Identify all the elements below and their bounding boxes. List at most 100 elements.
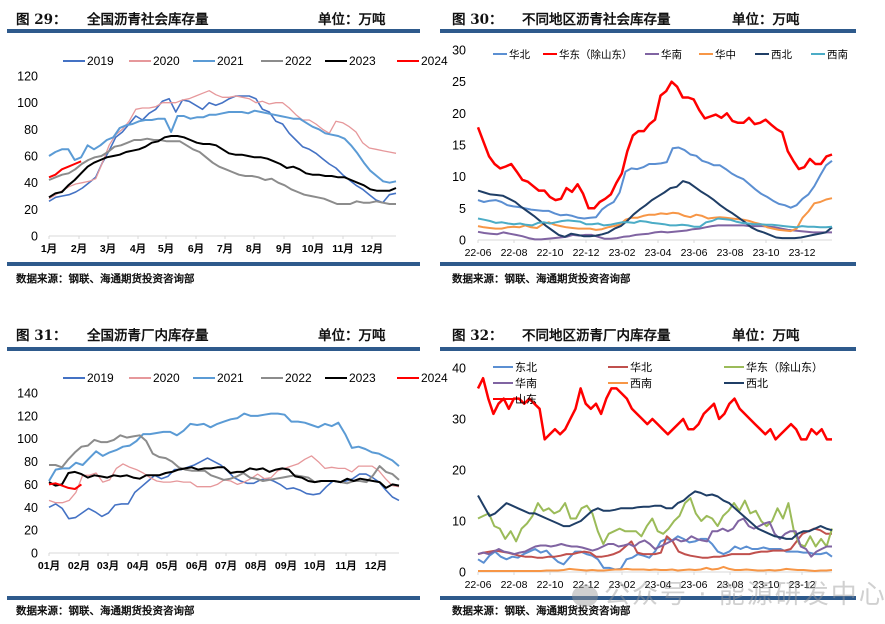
data-source: 数据来源：钢联、海通期货投资咨询部 (16, 605, 195, 617)
x-tick-label: 23-06 (681, 247, 708, 259)
x-tick-label: 03月 (97, 560, 119, 572)
figure-number: 图 31： (16, 328, 67, 344)
legend-label: 2024 (421, 54, 448, 68)
data-source: 数据来源：钢联、海通期货投资咨询部 (452, 605, 631, 617)
legend-item: 2023 (325, 371, 376, 385)
x-tick-label: 22-06 (465, 247, 492, 259)
legend-item: 2024 (397, 54, 448, 68)
x-tick-label: 8月 (246, 243, 262, 255)
y-tick-label: 80 (24, 123, 38, 137)
series-line-2019 (48, 95, 397, 204)
x-tick-label: 11月 (332, 243, 354, 255)
figure-unit: 单位：万吨 (732, 328, 800, 344)
x-tick-label: 01月 (38, 560, 60, 572)
x-tick-label: 23-04 (645, 247, 672, 259)
legend-label: 华东（除山东） (559, 48, 633, 61)
figure-unit: 单位：万吨 (318, 12, 386, 28)
legend-item: 2019 (63, 54, 114, 68)
chart-2: 0 5 10 15 20 25 30 22-06 22-08 22-10 22-12 23-02 23-… (452, 44, 848, 260)
x-tick-label: 5月 (158, 243, 174, 255)
legend-label: 西北 (746, 377, 768, 390)
y-tick-label: 25 (452, 75, 466, 89)
series-line-2024 (48, 160, 82, 179)
y-tick-label: 10 (452, 515, 466, 529)
title-underline (440, 29, 856, 33)
y-tick-label: 140 (17, 387, 38, 401)
legend-label: 2021 (217, 371, 244, 385)
legend-item: 华东（除山东） (543, 48, 633, 61)
data-source: 数据来源：钢联、海通期货投资咨询部 (16, 273, 195, 285)
y-tick-label: 15 (452, 139, 466, 153)
y-tick-label: 40 (24, 501, 38, 515)
y-tick-label: 0 (459, 566, 466, 580)
x-tick-label: 23-02 (609, 247, 636, 259)
series-line-西北 (477, 490, 833, 540)
y-tick-label: 40 (24, 176, 38, 190)
y-tick-label: 20 (452, 107, 466, 121)
series-line-华南 (477, 224, 832, 241)
y-tick-label: 120 (17, 409, 38, 423)
x-tick-label: 22-10 (537, 247, 564, 259)
source-divider (440, 596, 856, 600)
figure-title: 不同地区沥青社会库存量 (522, 12, 671, 28)
x-tick-label: 04月 (127, 560, 149, 572)
legend-item: 西北 (724, 377, 768, 390)
y-tick-label: 60 (24, 478, 38, 492)
legend-label: 华东（除山东） (746, 360, 823, 374)
legend-label: 华北 (630, 360, 652, 374)
chart-1: 0 20 40 60 80 100 120 1月 2月 3月 4月 5月 6月 7月 8月 9月 10月 11月 1… (17, 54, 448, 255)
legend-item: 2020 (129, 371, 180, 385)
y-tick-label: 0 (31, 230, 38, 244)
figure-number: 图 29： (16, 12, 67, 28)
legend-item: 华北 (608, 360, 652, 374)
legend-item: 华南 (493, 376, 537, 390)
legend-label: 2022 (285, 371, 312, 385)
legend-item: 2022 (261, 371, 312, 385)
x-tick-label: 23-02 (609, 579, 636, 591)
y-tick-label: 20 (24, 524, 38, 538)
source-divider (440, 262, 856, 266)
watermark-text: 公众号 · 能源研发中心 (604, 580, 885, 610)
legend-item: 2021 (193, 371, 244, 385)
series-line-华南 (477, 517, 832, 558)
legend-label: 华南 (661, 48, 682, 61)
x-tick-label: 07月 (215, 560, 237, 572)
legend-label: 西北 (771, 49, 792, 61)
x-tick-label: 09月 (275, 560, 297, 572)
wechat-icon (572, 584, 598, 607)
series-line-2021 (48, 412, 400, 482)
x-tick-label: 2月 (71, 243, 87, 255)
y-tick-label: 30 (452, 413, 466, 427)
legend-label: 东北 (515, 361, 537, 374)
y-tick-label: 100 (17, 432, 38, 446)
title-underline (7, 29, 420, 33)
x-tick-label: 1月 (41, 243, 57, 255)
legend-item: 2021 (193, 54, 244, 68)
legend-label: 2023 (349, 371, 376, 385)
x-tick-label: 3月 (100, 243, 116, 255)
legend-item: 华北 (493, 48, 530, 61)
series-line-东北 (477, 535, 833, 571)
x-tick-label: 11月 (335, 560, 357, 572)
x-tick-label: 4月 (130, 243, 146, 255)
figure-title: 不同地区沥青厂内库存量 (522, 328, 671, 344)
legend-label: 华中 (715, 48, 736, 61)
series-line-2023 (48, 466, 400, 489)
x-tick-label: 10月 (304, 560, 326, 572)
source-divider (7, 262, 420, 266)
series-line-华北 (477, 527, 832, 559)
series-line-华东（除山东） (477, 497, 833, 548)
figure-number: 图 32： (452, 328, 503, 344)
x-tick-label: 02月 (68, 560, 90, 572)
title-underline (7, 347, 420, 351)
x-tick-label: 7月 (217, 243, 233, 255)
series-line-西北 (477, 180, 833, 240)
legend-label: 2024 (421, 371, 448, 385)
y-tick-label: 60 (24, 150, 38, 164)
legend-label: 西南 (630, 377, 652, 390)
x-tick-label: 22-08 (501, 579, 528, 591)
legend-item: 华东（除山东） (724, 360, 823, 374)
legend-label: 山东 (515, 393, 537, 406)
legend-label: 2023 (349, 54, 376, 68)
